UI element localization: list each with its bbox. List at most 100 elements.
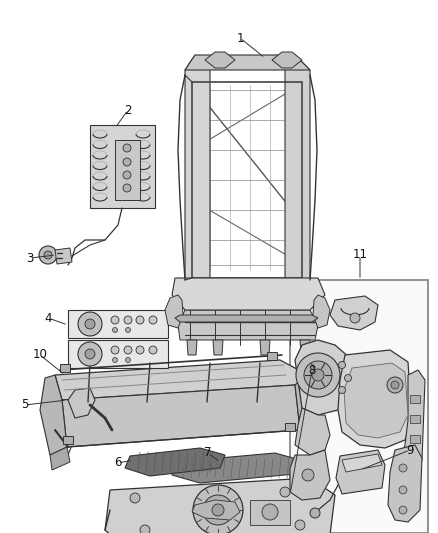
Polygon shape xyxy=(185,55,210,296)
Circle shape xyxy=(126,358,131,362)
Bar xyxy=(250,500,290,525)
Circle shape xyxy=(399,486,407,494)
Text: 7: 7 xyxy=(204,447,212,459)
Circle shape xyxy=(387,377,403,393)
Circle shape xyxy=(296,353,340,397)
Polygon shape xyxy=(187,340,197,355)
Circle shape xyxy=(140,525,150,533)
Polygon shape xyxy=(290,280,428,533)
Circle shape xyxy=(399,506,407,514)
Circle shape xyxy=(193,485,243,533)
Circle shape xyxy=(339,361,346,368)
Circle shape xyxy=(149,316,157,324)
Polygon shape xyxy=(62,385,300,447)
Text: 6: 6 xyxy=(114,456,122,470)
Polygon shape xyxy=(205,52,235,68)
Polygon shape xyxy=(300,422,317,445)
Text: 11: 11 xyxy=(353,248,367,262)
Polygon shape xyxy=(60,364,70,372)
Polygon shape xyxy=(172,278,325,310)
Circle shape xyxy=(44,251,52,259)
Polygon shape xyxy=(313,295,330,328)
Circle shape xyxy=(262,504,278,520)
Circle shape xyxy=(78,342,102,366)
Polygon shape xyxy=(172,453,300,483)
Circle shape xyxy=(113,327,117,333)
Circle shape xyxy=(310,508,320,518)
Polygon shape xyxy=(185,55,310,70)
Circle shape xyxy=(124,346,132,354)
Polygon shape xyxy=(410,395,420,403)
Polygon shape xyxy=(285,55,310,296)
Polygon shape xyxy=(175,315,318,322)
Circle shape xyxy=(85,319,95,329)
Polygon shape xyxy=(267,352,277,360)
Circle shape xyxy=(203,495,233,525)
Circle shape xyxy=(339,386,346,393)
Text: 1: 1 xyxy=(236,31,244,44)
Polygon shape xyxy=(342,454,382,472)
Circle shape xyxy=(304,361,332,389)
Polygon shape xyxy=(105,478,335,533)
Text: 2: 2 xyxy=(124,103,132,117)
Polygon shape xyxy=(213,340,223,355)
Polygon shape xyxy=(55,248,72,264)
Polygon shape xyxy=(338,350,412,448)
Circle shape xyxy=(399,464,407,472)
Text: 9: 9 xyxy=(406,443,414,456)
Polygon shape xyxy=(336,450,385,494)
Circle shape xyxy=(136,346,144,354)
Polygon shape xyxy=(400,370,425,475)
Polygon shape xyxy=(68,388,95,418)
Circle shape xyxy=(391,381,399,389)
Bar xyxy=(115,140,140,200)
Polygon shape xyxy=(300,340,310,355)
Circle shape xyxy=(123,158,131,166)
Circle shape xyxy=(111,346,119,354)
Text: 10: 10 xyxy=(32,349,47,361)
Polygon shape xyxy=(344,363,408,438)
Polygon shape xyxy=(178,310,318,340)
Circle shape xyxy=(123,184,131,192)
Polygon shape xyxy=(63,436,73,444)
Text: 5: 5 xyxy=(21,399,28,411)
Text: 3: 3 xyxy=(26,252,34,264)
Polygon shape xyxy=(50,447,70,470)
Circle shape xyxy=(312,369,324,381)
Polygon shape xyxy=(272,52,302,68)
Circle shape xyxy=(345,375,352,382)
Polygon shape xyxy=(410,415,420,423)
Circle shape xyxy=(39,246,57,264)
Circle shape xyxy=(113,358,117,362)
Circle shape xyxy=(280,487,290,497)
Polygon shape xyxy=(388,445,422,522)
Polygon shape xyxy=(68,310,168,338)
Polygon shape xyxy=(330,296,378,330)
Polygon shape xyxy=(165,295,183,328)
Polygon shape xyxy=(290,450,330,500)
Polygon shape xyxy=(260,340,270,355)
Polygon shape xyxy=(192,500,240,520)
Circle shape xyxy=(350,313,360,323)
Circle shape xyxy=(136,316,144,324)
Polygon shape xyxy=(295,340,355,415)
Polygon shape xyxy=(125,448,225,476)
Polygon shape xyxy=(295,408,330,455)
Circle shape xyxy=(149,346,157,354)
Circle shape xyxy=(123,144,131,152)
Circle shape xyxy=(78,312,102,336)
Circle shape xyxy=(123,171,131,179)
Polygon shape xyxy=(68,340,168,368)
Polygon shape xyxy=(295,375,320,430)
Circle shape xyxy=(85,349,95,359)
Polygon shape xyxy=(285,423,295,431)
Polygon shape xyxy=(40,375,67,455)
Circle shape xyxy=(111,316,119,324)
Circle shape xyxy=(124,316,132,324)
Circle shape xyxy=(126,327,131,333)
Circle shape xyxy=(130,493,140,503)
Circle shape xyxy=(212,504,224,516)
Text: 4: 4 xyxy=(44,311,52,325)
Polygon shape xyxy=(55,360,308,400)
Circle shape xyxy=(295,520,305,530)
